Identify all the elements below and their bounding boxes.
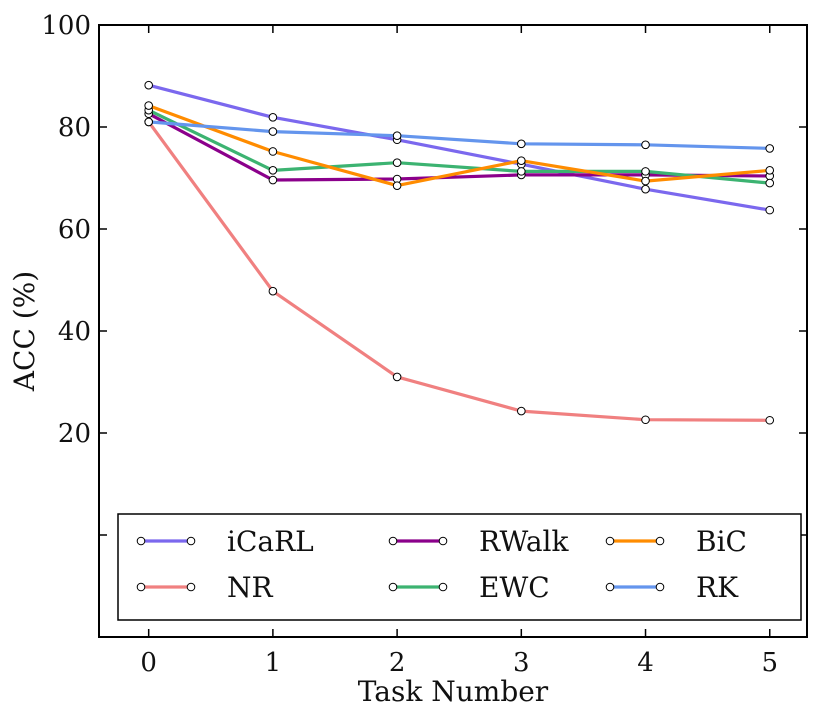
data-point-ewc: [765, 178, 775, 188]
legend-label-rk: RK: [696, 571, 739, 604]
y-tick-label: 80: [58, 113, 91, 143]
plot-frame: [98, 24, 808, 638]
x-tick-label: 3: [513, 648, 530, 678]
data-point-rk: [765, 144, 775, 153]
series-line-icarl: [148, 83, 770, 212]
legend-label-rwalk: RWalk: [479, 525, 569, 558]
data-point-bic: [144, 101, 153, 110]
legend-marker-rk: [605, 582, 615, 592]
legend-marker-icarl: [186, 536, 196, 546]
legend-label-nr: NR: [227, 571, 274, 604]
data-point-icarl: [268, 113, 278, 122]
data-point-ewc: [641, 167, 650, 176]
series-line-rwalk: [147, 112, 770, 182]
legend: iCaRL NR RWalk EWC BiC RK: [117, 513, 802, 621]
legend-marker-bic: [655, 536, 665, 546]
series-line-nr: [147, 120, 770, 422]
data-point-ewc: [517, 167, 526, 176]
legend-box: [117, 513, 802, 621]
y-axis-label: ACC (%): [8, 271, 41, 392]
data-point-ewc: [268, 166, 278, 175]
legend-marker-ewc: [438, 582, 448, 592]
legend-marker-bic: [605, 536, 615, 546]
data-point-nr: [392, 372, 402, 382]
data-point-bic: [268, 147, 278, 156]
x-tick-label: 2: [389, 648, 406, 678]
y-tick-label: 100: [41, 11, 91, 41]
legend-marker-rwalk: [438, 536, 448, 546]
legend-marker-ewc: [388, 582, 398, 592]
data-point-ewc: [392, 158, 402, 167]
data-point-nr: [641, 415, 650, 425]
y-tick-label: 60: [58, 215, 91, 245]
data-point-bic: [392, 181, 402, 190]
data-point-bic: [517, 156, 526, 165]
x-tick-label: 4: [637, 648, 654, 678]
x-tick-label: 0: [140, 648, 157, 678]
legend-marker-rwalk: [388, 536, 398, 546]
y-tick-label: 20: [58, 419, 91, 449]
data-point-icarl: [641, 184, 650, 194]
legend-label-bic: BiC: [696, 525, 747, 558]
data-point-nr: [517, 406, 526, 416]
legend-marker-nr: [136, 582, 146, 592]
data-point-rk: [268, 127, 278, 136]
ticks-layer: 0 1 2 3 4 5 20 40 60 80 100: [41, 11, 807, 678]
series-line-bic: [148, 104, 770, 188]
data-point-rwalk: [268, 175, 278, 185]
data-point-rk: [641, 140, 650, 150]
data-point-icarl: [144, 80, 153, 90]
x-tick-label: 1: [265, 648, 282, 678]
x-axis-label: Task Number: [358, 675, 549, 708]
data-point-nr: [765, 415, 775, 425]
legend-marker-icarl: [136, 536, 146, 546]
series-lines: [147, 83, 770, 422]
legend-label-icarl: iCaRL: [227, 525, 314, 558]
legend-label-ewc: EWC: [479, 571, 550, 604]
legend-marker-rk: [655, 582, 665, 592]
series-line-ewc: [148, 108, 770, 185]
x-tick-label: 5: [761, 648, 778, 678]
data-point-rk: [517, 139, 526, 149]
data-point-rk: [392, 131, 402, 140]
data-point-nr: [268, 286, 278, 296]
data-point-icarl: [765, 205, 775, 215]
legend-marker-nr: [186, 582, 196, 592]
data-point-rk: [144, 117, 153, 127]
y-tick-label: 40: [58, 317, 91, 347]
data-point-bic: [765, 166, 775, 175]
series-line-rk: [148, 120, 770, 150]
series-markers: [144, 80, 775, 425]
data-point-bic: [641, 176, 650, 186]
